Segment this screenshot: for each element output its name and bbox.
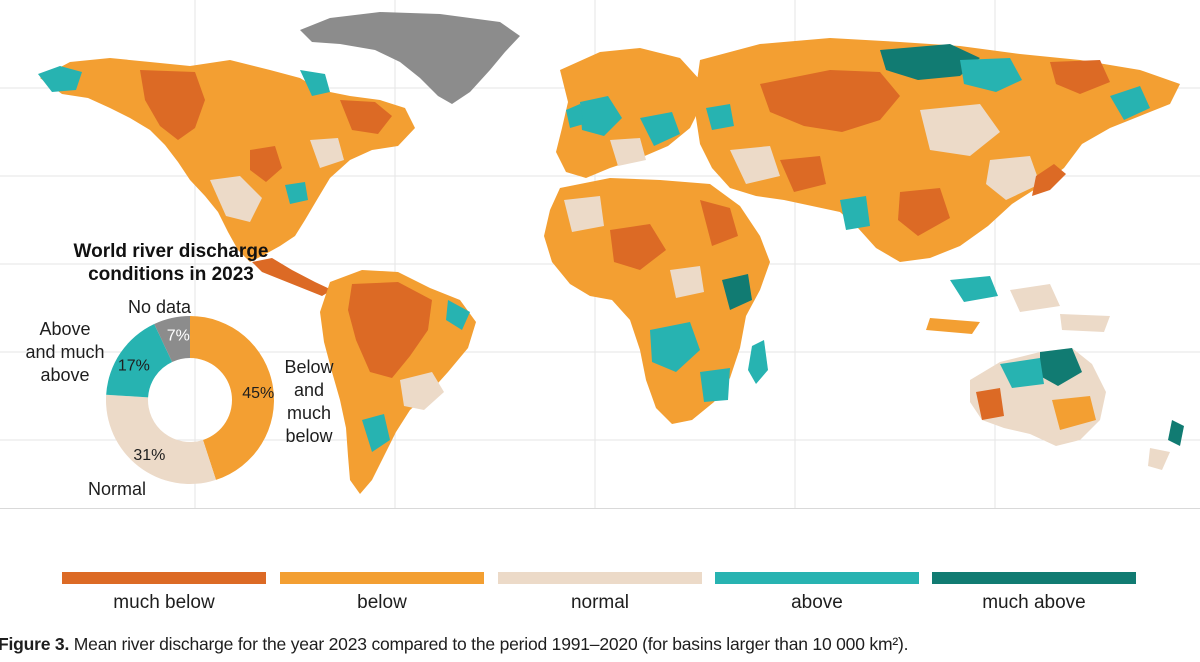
donut-title-line1: World river discharge — [73, 241, 269, 262]
greenland — [300, 12, 520, 104]
caption-label: Figure 3. — [0, 634, 70, 654]
japan — [1032, 164, 1066, 196]
label-below-line3: much — [286, 403, 331, 423]
southeast-asia — [926, 276, 1110, 334]
australia — [970, 348, 1106, 446]
legend-label-normal: normal — [570, 592, 630, 613]
label-below-group: Below and much below — [270, 356, 348, 448]
legend-label-above: above — [791, 592, 843, 613]
donut-segment-above-much-above — [106, 323, 173, 398]
label-above-line1: Above — [39, 319, 91, 339]
donut-pct-no-data: 7% — [167, 328, 190, 345]
label-normal: Normal — [87, 479, 146, 499]
label-below-line1: Below — [284, 357, 334, 377]
world-map-panel: World river discharge conditions in 2023… — [0, 0, 1200, 509]
donut-segment-normal — [106, 394, 216, 484]
world-map — [0, 0, 1200, 508]
label-above-line2: and much — [25, 342, 105, 362]
south-america — [320, 270, 476, 494]
legend-label-much-above: much above — [982, 592, 1086, 613]
legend-swatch-above — [715, 572, 919, 584]
donut-title-line2: conditions in 2023 — [88, 264, 254, 285]
label-above-group: Above and much above — [6, 318, 124, 387]
asia — [696, 38, 1180, 262]
legend-swatch-much-below — [62, 572, 266, 584]
donut-title: World river discharge conditions in 2023 — [40, 240, 302, 286]
new-zealand — [1148, 420, 1184, 470]
caption-text: Mean river discharge for the year 2023 c… — [69, 634, 909, 654]
donut-chart: 45% 31% 17% 7% — [106, 316, 274, 484]
label-below-line2: and — [293, 380, 325, 400]
madagascar — [748, 340, 768, 384]
europe — [556, 48, 700, 178]
legend-label-much-below: much below — [113, 592, 215, 613]
donut-pct-above-much-above: 17% — [118, 358, 150, 375]
label-no-data: No data — [128, 297, 192, 317]
north-america — [38, 58, 415, 262]
legend-label-below: below — [357, 592, 407, 613]
africa — [544, 178, 770, 424]
donut-segment-no-data — [154, 316, 190, 362]
label-below-line4: below — [285, 426, 333, 446]
label-above-line3: above — [40, 365, 90, 385]
donut-segment-below-much-below — [190, 316, 274, 480]
figure-caption: Figure 3. Mean river discharge for the y… — [0, 634, 1200, 655]
legend-swatch-below — [280, 572, 484, 584]
central-america — [252, 258, 332, 296]
legend-swatch-normal — [498, 572, 702, 584]
legend-swatch-much-above — [932, 572, 1136, 584]
donut-pct-below-much-below: 45% — [242, 385, 274, 402]
donut-pct-normal: 31% — [133, 447, 165, 464]
